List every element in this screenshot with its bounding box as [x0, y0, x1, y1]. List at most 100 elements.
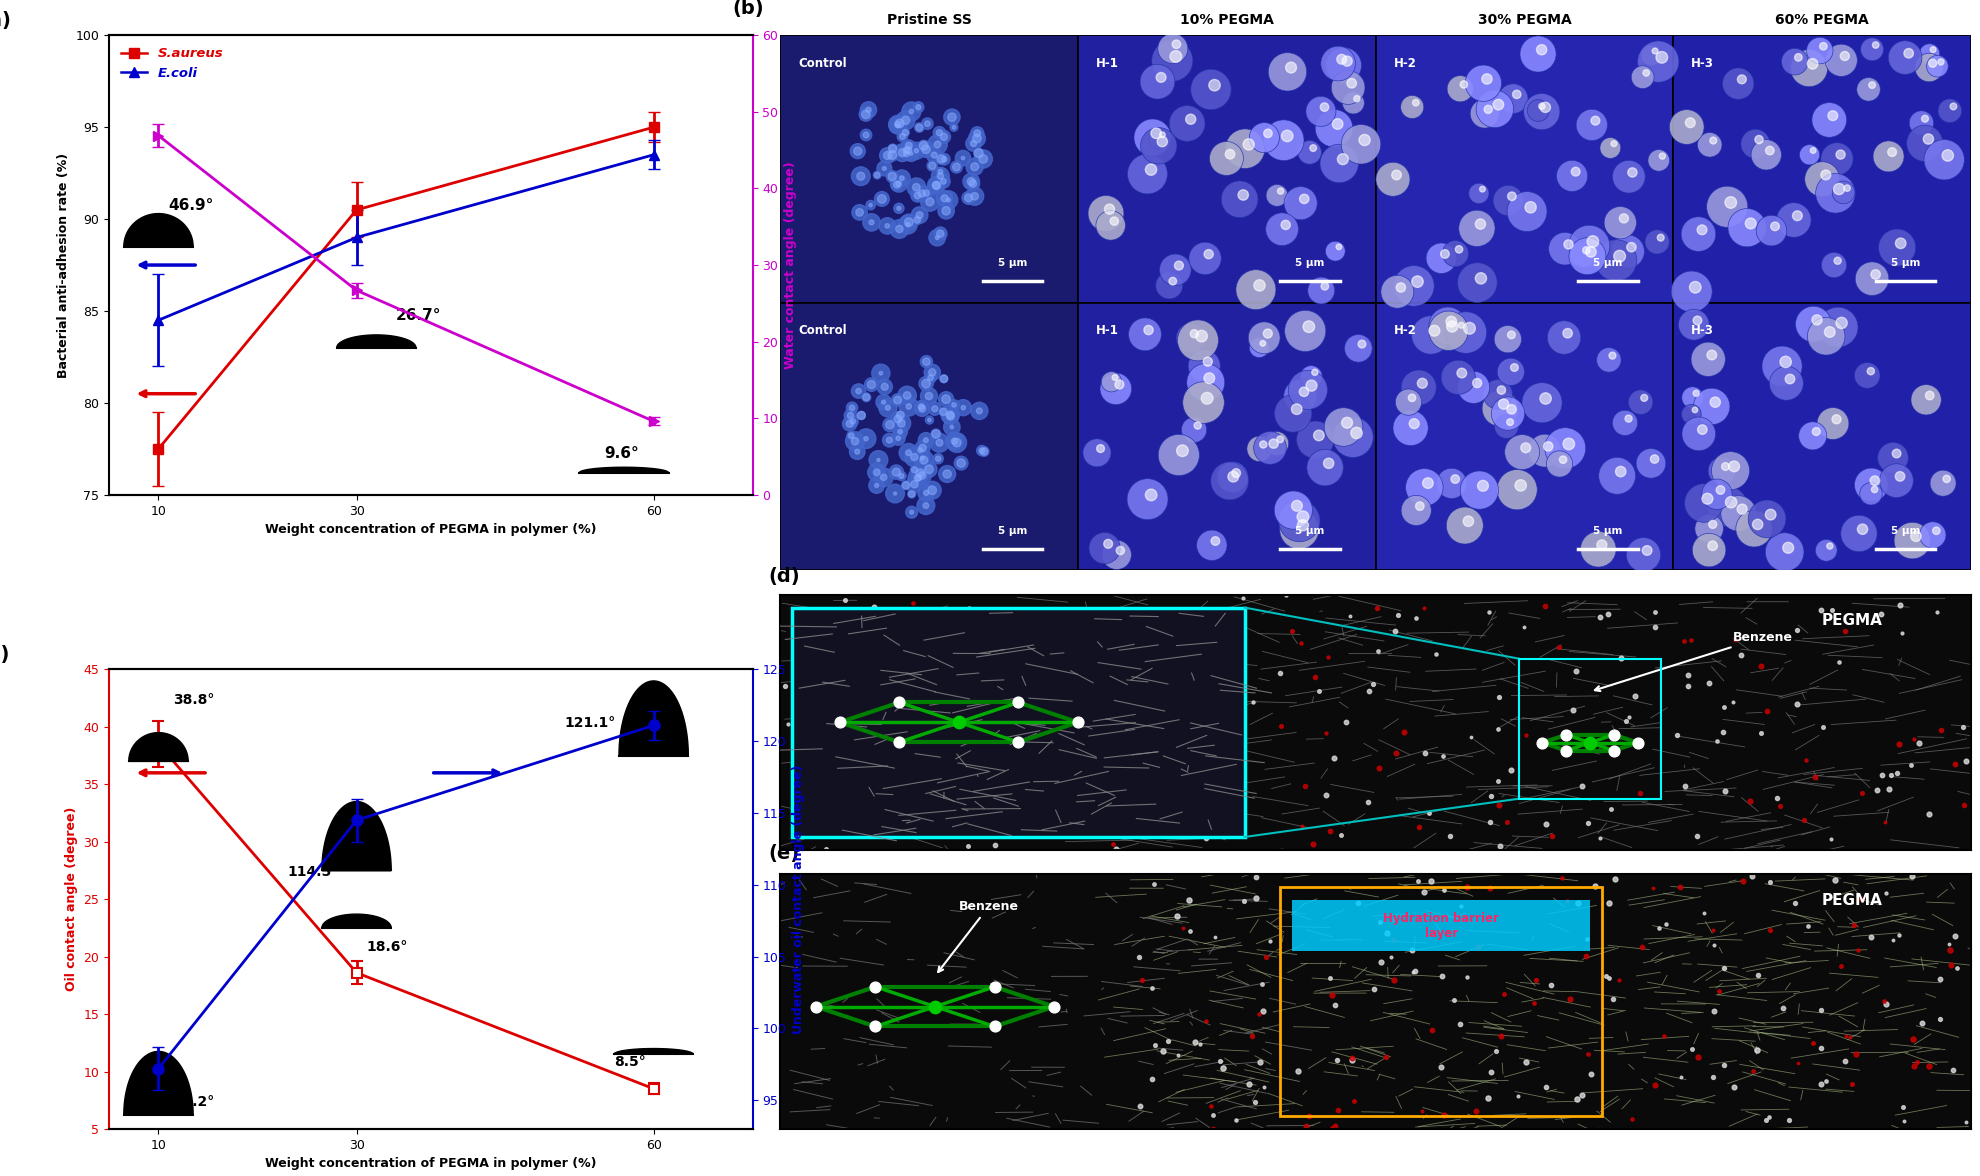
Point: [923, 123, 954, 142]
Point: [1315, 1118, 1346, 1137]
Point: [1934, 941, 1966, 960]
Point: [1574, 242, 1606, 261]
Point: [1875, 142, 1907, 161]
Point: [1485, 381, 1517, 400]
Point: [1804, 601, 1835, 620]
Point: [1913, 58, 1944, 76]
Point: [919, 146, 950, 165]
Point: [1604, 462, 1635, 481]
Point: [1473, 878, 1505, 897]
Point: [1869, 884, 1901, 903]
Point: [1732, 791, 1764, 810]
Point: [1204, 1053, 1236, 1071]
Point: [929, 189, 960, 208]
Point: [1600, 250, 1632, 269]
Point: [940, 433, 972, 452]
Point: [927, 369, 958, 388]
Point: [1851, 366, 1883, 385]
Point: [1002, 693, 1034, 711]
Point: [927, 172, 958, 191]
Point: [913, 193, 944, 212]
Point: [1778, 52, 1810, 71]
Point: [1364, 953, 1396, 971]
Point: [1800, 422, 1832, 441]
Point: [1436, 318, 1467, 336]
Point: [1439, 469, 1471, 488]
FancyBboxPatch shape: [780, 35, 1077, 303]
Point: [1317, 119, 1348, 138]
Point: [1453, 727, 1485, 746]
Text: 5 μm: 5 μm: [1891, 258, 1919, 268]
Point: [1138, 1036, 1170, 1055]
Point: [1806, 169, 1837, 188]
Point: [1855, 269, 1887, 288]
Point: [1507, 617, 1538, 636]
Point: [1782, 1054, 1814, 1073]
Text: (d): (d): [768, 567, 800, 586]
Point: [1693, 135, 1725, 154]
Point: [978, 977, 1010, 996]
Point: [772, 715, 804, 734]
Point: [1340, 894, 1372, 913]
Point: [1095, 373, 1127, 392]
Point: [1810, 166, 1841, 185]
Point: [1826, 314, 1857, 333]
Point: [1806, 717, 1837, 736]
Point: [929, 127, 960, 146]
Point: [907, 466, 939, 485]
Point: [1160, 47, 1192, 66]
Point: [1218, 467, 1249, 486]
Point: [962, 401, 994, 420]
Point: [966, 149, 998, 168]
Point: [899, 461, 931, 480]
Point: [887, 127, 919, 146]
Point: [861, 450, 893, 469]
Point: [1463, 215, 1495, 234]
Point: [1548, 239, 1580, 258]
Point: [1695, 346, 1727, 365]
Point: [917, 156, 948, 175]
Point: [1186, 677, 1218, 696]
Point: [909, 140, 940, 159]
Point: [1853, 362, 1885, 381]
Point: [849, 388, 881, 407]
Point: [1182, 416, 1214, 435]
Point: [935, 407, 966, 426]
Point: [1616, 1109, 1647, 1128]
Point: [952, 613, 984, 632]
Point: [1940, 958, 1972, 977]
Point: [1830, 1027, 1861, 1045]
Point: [1406, 374, 1437, 393]
Point: [937, 603, 968, 622]
Point: [901, 178, 933, 196]
Point: [1721, 74, 1752, 93]
Point: [1778, 211, 1810, 229]
Bar: [792, 608, 1243, 837]
Point: [871, 216, 903, 235]
Point: [1105, 541, 1137, 560]
Point: [1178, 325, 1210, 343]
Point: [1089, 539, 1121, 557]
Point: [925, 162, 956, 181]
Point: [1336, 1091, 1368, 1110]
Point: [923, 433, 954, 452]
Point: [1475, 1062, 1507, 1081]
Point: [1501, 480, 1533, 499]
Point: [1529, 98, 1560, 116]
Point: [1909, 109, 1940, 128]
Point: [1483, 688, 1515, 707]
Point: [881, 429, 913, 448]
Point: [1232, 135, 1263, 154]
Point: [1394, 419, 1426, 437]
Point: [849, 126, 881, 145]
Point: [956, 134, 988, 153]
Point: [994, 644, 1026, 663]
Point: [1913, 45, 1944, 64]
Point: [1319, 996, 1350, 1015]
Point: [1265, 220, 1297, 239]
Point: [1376, 169, 1408, 188]
Point: [1895, 867, 1927, 886]
Point: [1863, 604, 1895, 623]
Point: [917, 481, 948, 500]
Text: H-3: H-3: [1691, 56, 1713, 69]
